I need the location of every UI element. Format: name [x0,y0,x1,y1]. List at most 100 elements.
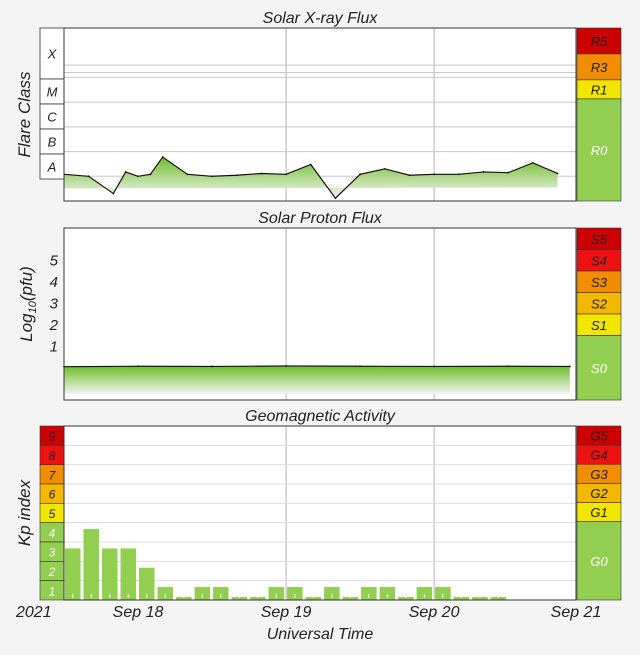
xray-data-point [137,175,139,178]
xray-data-point [457,173,460,176]
kp-bar [472,597,488,600]
kp-bar [213,587,229,600]
proton-data-point [137,365,139,368]
kp-bar [305,597,322,600]
xray-class-label-b: B [48,135,57,150]
kp-scale-label-g3: G3 [590,467,608,482]
proton-data-point [433,365,436,368]
kp-plot-border [63,425,577,601]
proton-ytick-2: 2 [49,317,59,334]
xray-title: Solar X-ray Flux [263,10,379,27]
xray-data-point [186,173,189,176]
xray-class-label-c: C [47,110,57,125]
proton-title: Solar Proton Flux [258,210,383,227]
proton-data-point [285,365,287,367]
proton-flux-line [63,365,570,368]
kp-bar [398,597,414,600]
kp-bar [65,548,81,600]
xray-data-point [359,173,361,176]
proton-ytick-5: 5 [50,252,59,269]
xray-data-point [556,172,559,175]
kp-bar [231,597,248,600]
proton-ylabel-unit: (pfu) [17,266,36,301]
xray-data-point [383,167,386,170]
kp-level-label-9: 9 [49,430,56,444]
kp-bar [342,597,359,600]
kp-bar [157,587,174,600]
xray-data-point [124,171,127,173]
kp-level-label-4: 4 [49,526,56,540]
kp-level-label-6: 6 [49,488,56,502]
xray-flux-fill [64,157,558,199]
xray-class-box-x [39,27,65,80]
proton-scale-label-s4: S4 [591,253,607,268]
proton-ytick-3: 3 [50,295,59,312]
kp-level-label-7: 7 [49,468,57,482]
xray-scale-label-r0: R0 [591,143,608,158]
kp-bar [176,597,192,600]
proton-scale-label-s1: S1 [591,318,607,333]
kp-level-label-5: 5 [49,507,56,521]
kp-scale-cell-g0 [576,521,622,601]
proton-scale-cell-s0 [576,335,622,401]
xray-ylabel: Flare Class [15,71,34,157]
kp-level-label-2: 2 [48,565,56,579]
kp-scale-label-g2: G2 [590,486,608,501]
kp-bar [194,587,211,600]
proton-ylabel-subscript: 10 [27,300,39,313]
kp-bar [361,587,377,600]
xray-data-point [408,174,411,177]
kp-title: Geomagnetic Activity [245,408,396,425]
proton-scale-label-s3: S3 [591,275,608,290]
kp-bar [268,587,285,600]
xray-data-point [235,174,238,177]
xray-data-point [149,173,152,176]
kp-bar [453,597,470,600]
proton-data-point [568,365,571,368]
kp-bar [435,587,451,600]
proton-data-point [211,365,213,368]
kp-bar [102,548,118,600]
xray-data-point [161,156,164,158]
xray-data-point [482,171,485,173]
proton-data-point [359,365,361,368]
proton-plot-border [63,227,577,401]
kp-scale-label-g5: G5 [590,429,608,444]
xaxis-tick-3: Sep 21 [551,604,602,621]
kp-bar [120,548,137,600]
xray-data-point [531,161,534,164]
kp-level-label-1: 1 [49,584,56,598]
proton-ylabel-main: Log [17,313,36,342]
xray-scale-label-r5: R5 [591,34,608,49]
kp-scale-label-g0: G0 [590,554,608,569]
xray-scale-cell-r3 [576,53,622,81]
kp-bar [324,587,340,600]
proton-scale-label-s5: S5 [591,232,608,247]
kp-bar [490,597,507,600]
xray-data-point [309,163,312,166]
xray-scale-cell-r0 [576,98,622,202]
proton-flux-fill [64,366,570,394]
xray-class-box-c [39,103,65,130]
xray-data-point [211,175,213,178]
kp-scale-label-g4: G4 [590,448,607,463]
proton-scale-label-s0: S0 [591,361,608,376]
xray-scale-label-r1: R1 [591,82,608,97]
xray-plot-border [63,27,577,202]
proton-ytick-1: 1 [50,338,58,355]
kp-bar [250,597,266,600]
xray-class-label-m: M [47,85,58,100]
proton-ytick-4: 4 [50,274,58,291]
xray-data-point [87,175,90,178]
kp-bar [379,587,396,600]
kp-bar [287,587,303,600]
xray-data-point [507,171,510,174]
proton-ylabel: Log10(pfu) [17,266,39,342]
xray-class-box-a [39,153,65,180]
kp-scale-label-g1: G1 [590,505,607,520]
xray-data-point [285,173,287,176]
xray-class-box-b [39,128,65,155]
xaxis-tick-2: Sep 20 [409,604,460,621]
kp-bar [416,587,433,600]
